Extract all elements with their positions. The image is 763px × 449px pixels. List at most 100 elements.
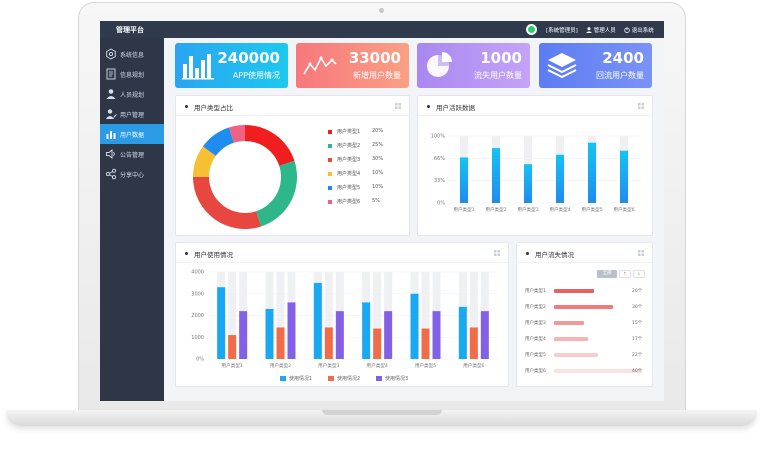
legend-value: 10%	[372, 184, 384, 190]
churn-bar	[554, 353, 598, 357]
stat-card-returning-users[interactable]: 2400 回流用户数量	[539, 43, 652, 88]
usage-bar[interactable]	[313, 282, 322, 359]
usage-bar[interactable]	[421, 328, 430, 359]
bar-background	[324, 272, 333, 359]
stat-label: APP使用情况	[232, 71, 280, 80]
sidebar-item-label: 系统信息	[120, 52, 145, 59]
usage-bar[interactable]	[287, 302, 296, 359]
usage-bar[interactable]	[410, 293, 419, 359]
donut-slice[interactable]	[245, 125, 295, 166]
panel-divider	[418, 115, 652, 116]
donut-slice[interactable]	[193, 177, 262, 229]
usage-bar[interactable]	[324, 327, 333, 359]
sidebar-item-staff-plan[interactable]: 人员规划	[100, 84, 164, 104]
panel-divider	[517, 262, 652, 263]
x-tick-label: 用户类型1	[453, 206, 474, 213]
churn-value: 30个	[632, 305, 643, 310]
donut-slice[interactable]	[228, 125, 245, 143]
churn-row[interactable]: 用户类型4 17个	[525, 335, 652, 343]
legend-label: 用户类型4	[337, 171, 361, 177]
donut-chart	[193, 125, 297, 229]
sidebar-item-label: 信息规划	[120, 72, 145, 79]
sidebar-item-share[interactable]: 分享中心	[100, 164, 164, 184]
donut-slice[interactable]	[193, 146, 216, 177]
laptop-notch	[322, 410, 442, 415]
usage-bar[interactable]	[480, 311, 489, 359]
usage-bar[interactable]	[373, 328, 382, 359]
filter-all-button[interactable]: 全部	[597, 270, 617, 278]
donut-slice[interactable]	[202, 127, 234, 156]
sort-up-button[interactable]: ↑	[619, 270, 631, 278]
sidebar-item-label: 公告管理	[120, 152, 145, 159]
sidebar-item-system-info[interactable]: 系统信息	[100, 44, 164, 64]
usage-bar[interactable]	[432, 311, 441, 359]
activity-bar[interactable]	[492, 148, 500, 203]
usage-bar[interactable]	[384, 311, 393, 359]
stat-card-lost-users[interactable]: 1000 流失用户数量	[417, 43, 530, 88]
churn-value: 20个	[632, 289, 643, 294]
sidebar-item-notice[interactable]: 公告管理	[100, 144, 164, 164]
bar-background	[276, 272, 285, 359]
churn-value: 40个	[632, 369, 643, 374]
bar-background	[469, 272, 478, 359]
activity-bar[interactable]	[620, 150, 628, 203]
churn-row[interactable]: 用户类型6 40个	[525, 367, 652, 375]
y-tick-label: 100%	[431, 134, 446, 140]
legend-label: 用户类型3	[337, 157, 361, 163]
usage-bar[interactable]	[265, 308, 274, 359]
stat-card-app-usage[interactable]: 240000 APP使用情况	[175, 43, 288, 88]
usage-bar[interactable]	[239, 311, 248, 359]
sidebar-item-user-data[interactable]: 用户数据	[100, 124, 164, 144]
sort-down-button[interactable]: ↓	[633, 270, 645, 278]
bar-background	[421, 272, 430, 359]
top-bar: 管理平台 [系统管理员] 管理人员 退出系统	[100, 21, 664, 38]
panel-bullet	[526, 252, 529, 255]
x-tick-label: 用户类型5	[581, 206, 602, 213]
sidebar-item-label: 用户数据	[120, 132, 145, 139]
churn-row[interactable]: 用户类型3 15个	[525, 319, 652, 327]
panel-bullet	[185, 105, 188, 108]
legend-item[interactable]: 使用情况2	[328, 375, 360, 382]
churn-row[interactable]: 用户类型1 20个	[525, 287, 652, 295]
legend-label: 用户类型2	[337, 143, 361, 149]
usage-bar[interactable]	[228, 335, 237, 359]
activity-bar[interactable]	[588, 142, 596, 203]
usage-bar[interactable]	[217, 287, 226, 359]
panel-user-activity: 用户活跃数据 0% 33% 66% 100% 用户类型1 用户类型2 用户类型3 用户类型4 用…	[417, 95, 653, 236]
usage-bar[interactable]	[469, 327, 478, 359]
x-tick-label: 用户类型3	[517, 206, 538, 213]
user-menu[interactable]: 管理人员	[586, 26, 616, 34]
legend-item[interactable]: 使用情况1	[280, 375, 312, 382]
stat-value: 2400	[602, 49, 644, 67]
stat-value: 1000	[480, 49, 522, 67]
legend-swatch	[328, 144, 332, 148]
usage-bar[interactable]	[362, 302, 371, 359]
donut-slice[interactable]	[256, 160, 297, 227]
churn-label: 用户类型6	[525, 369, 546, 374]
pie-chart-icon	[427, 52, 452, 77]
churn-row[interactable]: 用户类型5 22个	[525, 351, 652, 359]
logout-label: 退出系统	[631, 28, 654, 34]
logout-button[interactable]: 退出系统	[624, 26, 654, 34]
legend-label: 使用情况3	[385, 376, 409, 382]
panel-bullet	[185, 252, 188, 255]
activity-bar[interactable]	[556, 154, 564, 203]
grid-icon[interactable]	[638, 103, 644, 109]
grid-icon[interactable]	[494, 250, 500, 256]
usage-bar[interactable]	[276, 327, 285, 359]
sidebar-item-info-plan[interactable]: 信息规划	[100, 64, 164, 84]
grid-icon[interactable]	[638, 250, 644, 256]
stat-card-new-users[interactable]: 33000 新增用户数量	[296, 43, 409, 88]
bar-background	[228, 272, 237, 359]
activity-bar[interactable]	[524, 164, 532, 203]
legend-label: 使用情况1	[289, 376, 313, 382]
sidebar-item-user-manage[interactable]: 用户管理	[100, 104, 164, 124]
grid-icon[interactable]	[395, 103, 401, 109]
x-tick-label: 用户类型6	[463, 362, 484, 369]
usage-bar[interactable]	[335, 311, 344, 359]
panel-title: 用户活跃数据	[436, 104, 475, 112]
legend-item[interactable]: 使用情况3	[376, 375, 408, 382]
usage-bar[interactable]	[458, 306, 467, 359]
activity-bar[interactable]	[460, 157, 468, 203]
churn-row[interactable]: 用户类型2 30个	[525, 303, 652, 311]
